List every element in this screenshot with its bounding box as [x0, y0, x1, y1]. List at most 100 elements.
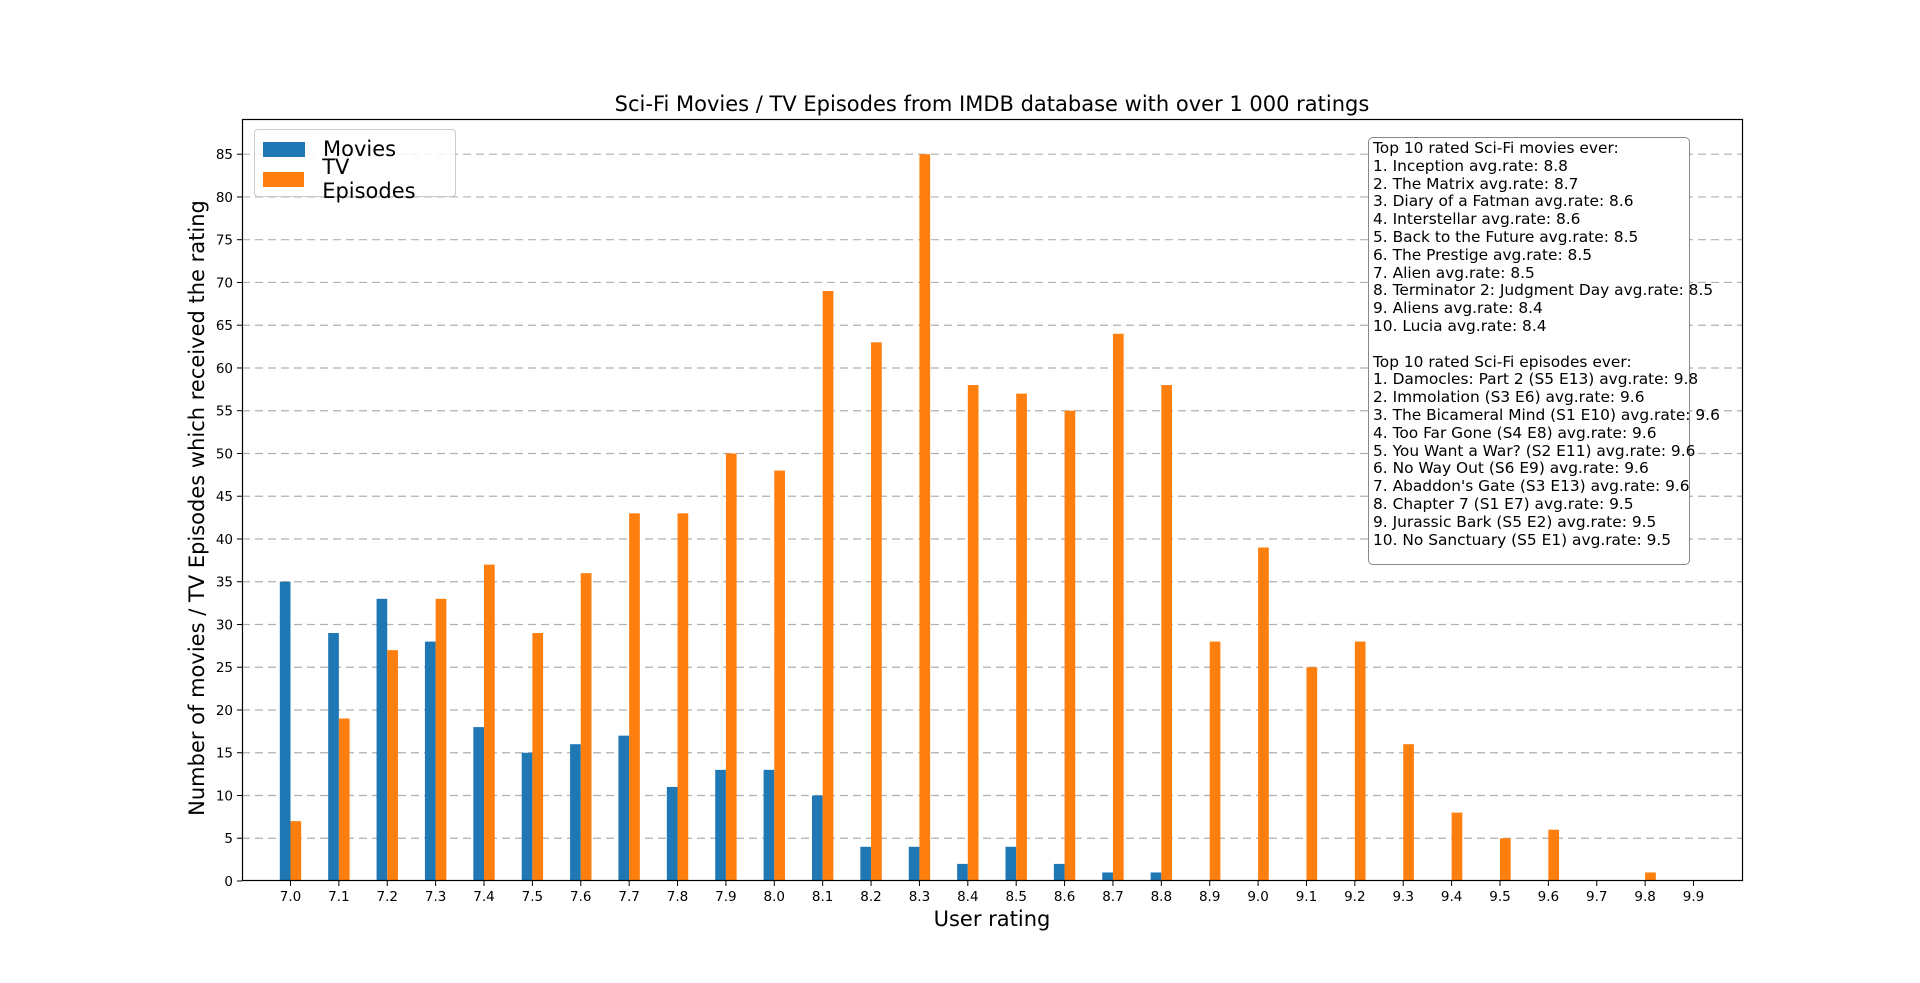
legend-label-movies: Movies [323, 137, 397, 161]
top-episode-item: 4. Too Far Gone (S4 E8) avg.rate: 9.6 [1373, 423, 1657, 442]
legend-swatch-tv-episodes [263, 171, 305, 187]
top-movie-item: 5. Back to the Future avg.rate: 8.5 [1373, 227, 1639, 246]
x-tick-label: 7.3 [425, 889, 446, 905]
bar-movies [1150, 872, 1162, 881]
top-movie-item: 1. Inception avg.rate: 8.8 [1373, 156, 1568, 175]
x-tick-label: 8.8 [1151, 889, 1172, 905]
chart-title: Sci-Fi Movies / TV Episodes from IMDB da… [615, 92, 1370, 116]
y-axis-ticks: 0 5 10 15 20 25 30 35 40 45 50 55 60 65 70 75 80 85 [216, 147, 242, 890]
bar-movies [811, 795, 823, 881]
top-movie-item: 8. Terminator 2: Judgment Day avg.rate: … [1373, 281, 1714, 300]
x-tick-label: 9.6 [1538, 889, 1559, 905]
x-tick-label: 9.8 [1634, 889, 1655, 905]
top-episode-item: 3. The Bicameral Mind (S1 E10) avg.rate:… [1373, 405, 1720, 424]
y-tick-label: 85 [216, 147, 233, 163]
y-tick-label: 65 [216, 318, 233, 334]
bar-tv-episodes [725, 453, 737, 881]
y-tick-label: 70 [216, 275, 233, 291]
x-tick-label: 8.1 [812, 889, 833, 905]
y-tick-label: 40 [216, 532, 233, 548]
x-tick-label: 9.4 [1441, 889, 1462, 905]
bar-tv-episodes [774, 470, 785, 881]
y-tick-label: 45 [216, 489, 233, 505]
bar-tv-episodes [1209, 641, 1221, 881]
bar-tv-episodes [1451, 812, 1463, 881]
legend-item-movies: Movies [263, 134, 447, 164]
legend-item-tv-episodes: TV Episodes [263, 155, 447, 203]
bar-tv-episodes [1112, 333, 1124, 881]
bar-movies [424, 641, 436, 881]
x-tick-label: 7.4 [473, 889, 494, 905]
bar-movies [666, 786, 678, 881]
bar-tv-episodes [919, 154, 931, 881]
x-tick-label: 9.5 [1489, 889, 1510, 905]
y-tick-label: 5 [224, 831, 233, 847]
y-tick-label: 30 [216, 617, 233, 633]
bar-tv-episodes [532, 633, 544, 881]
y-tick-label: 55 [216, 404, 233, 420]
top-movie-item: 7. Alien avg.rate: 8.5 [1373, 263, 1535, 282]
top-episodes-title: Top 10 rated Sci-Fi episodes ever: [1373, 352, 1632, 371]
bar-tv-episodes [1258, 547, 1269, 881]
top-movie-item: 3. Diary of a Fatman avg.rate: 8.6 [1373, 192, 1634, 211]
y-tick-label: 50 [216, 446, 233, 462]
y-tick-label: 75 [216, 233, 233, 249]
bar-tv-episodes [871, 342, 882, 882]
x-tick-label: 8.4 [957, 889, 978, 905]
bar-tv-episodes [1064, 410, 1076, 881]
bar-movies [715, 769, 726, 881]
bar-tv-episodes [822, 291, 834, 881]
x-tick-label: 8.5 [1005, 889, 1026, 905]
x-axis-label: User rating [934, 907, 1051, 931]
top-movie-item: 10. Lucia avg.rate: 8.4 [1373, 316, 1547, 335]
bar-movies [1053, 863, 1065, 881]
y-tick-label: 35 [216, 575, 233, 591]
bar-tv-episodes [967, 385, 979, 881]
y-tick-label: 10 [216, 788, 233, 804]
x-tick-label: 7.7 [618, 889, 639, 905]
top-movie-item: 2. The Matrix avg.rate: 8.7 [1373, 174, 1579, 193]
bar-tv-episodes [1499, 838, 1511, 881]
bar-movies [957, 863, 968, 881]
y-tick-label: 20 [216, 703, 233, 719]
bar-tv-episodes [1354, 641, 1366, 881]
bar-tv-episodes [1548, 829, 1560, 881]
x-tick-label: 9.3 [1392, 889, 1413, 905]
bar-movies [618, 735, 630, 881]
top-episode-item: 2. Immolation (S3 E6) avg.rate: 9.6 [1373, 388, 1645, 407]
bar-tv-episodes [484, 564, 495, 881]
x-tick-label: 8.6 [1054, 889, 1075, 905]
bar-movies [521, 752, 533, 881]
bar-movies [1005, 846, 1017, 881]
bar-tv-episodes [435, 598, 447, 881]
x-tick-label: 9.2 [1344, 889, 1365, 905]
x-tick-label: 9.9 [1683, 889, 1704, 905]
top-movie-item: 6. The Prestige avg.rate: 8.5 [1373, 245, 1593, 264]
bar-tv-episodes [290, 821, 302, 881]
y-tick-label: 0 [224, 874, 233, 890]
x-tick-label: 8.2 [860, 889, 881, 905]
x-tick-label: 8.7 [1102, 889, 1123, 905]
top-episode-item: 7. Abaddon's Gate (S3 E13) avg.rate: 9.6 [1373, 477, 1690, 496]
x-tick-label: 7.5 [522, 889, 543, 905]
legend-swatch-movies [263, 141, 305, 157]
x-tick-label: 9.7 [1586, 889, 1607, 905]
bar-movies [908, 846, 920, 881]
bar-movies [1102, 872, 1113, 881]
top-movie-item: 4. Interstellar avg.rate: 8.6 [1373, 210, 1581, 229]
bar-movies [279, 581, 291, 881]
bar-movies [570, 744, 581, 881]
bar-movies [328, 633, 339, 881]
bar-tv-episodes [1645, 872, 1656, 881]
bar-tv-episodes [1306, 667, 1318, 881]
top-episode-item: 10. No Sanctuary (S5 E1) avg.rate: 9.5 [1373, 530, 1672, 549]
top-episode-item: 8. Chapter 7 (S1 E7) avg.rate: 9.5 [1373, 494, 1634, 513]
bar-tv-episodes [580, 573, 592, 881]
x-tick-label: 7.8 [667, 889, 688, 905]
y-tick-label: 60 [216, 361, 233, 377]
x-tick-label: 8.3 [909, 889, 930, 905]
bar-movies [473, 727, 485, 881]
top-rated-annotation-box: Top 10 rated Sci-Fi movies ever: 1. Ince… [1368, 137, 1720, 565]
x-axis-ticks: 7.0 7.1 7.2 7.3 7.4 7.5 7.6 7.7 7.8 7.9 8.0 8.1 8.2 8… [280, 881, 1704, 905]
